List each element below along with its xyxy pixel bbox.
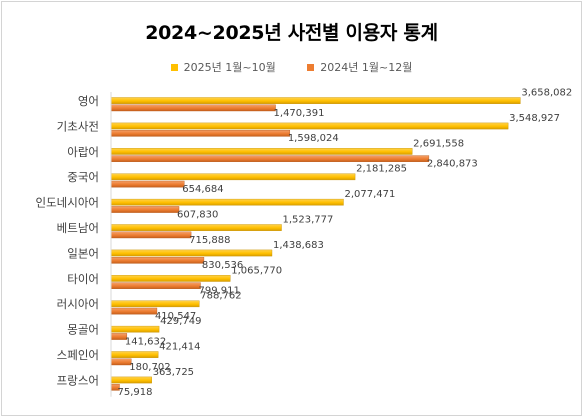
- category-label: 러시아어: [57, 297, 99, 311]
- category-label: 몽골어: [67, 323, 99, 337]
- bar-2025: [110, 376, 152, 384]
- data-label-2025: 2,077,471: [344, 189, 395, 200]
- data-label-2024: 1,598,024: [288, 133, 339, 144]
- legend-label-2025: 2025년 1월~10월: [183, 61, 276, 74]
- data-label-2025: 363,725: [153, 367, 194, 378]
- plot-area: 영어 3,658,082 1,470,391 기초사전 3,548,927 1,598,0…: [36, 88, 573, 399]
- category-label: 일본어: [67, 246, 99, 260]
- bar-2025: [110, 224, 282, 231]
- bar-2024: [110, 257, 205, 264]
- data-label-2024: 141,632: [125, 336, 166, 347]
- category-label: 스페인어: [57, 348, 99, 362]
- bar-2025: [110, 173, 356, 181]
- legend-swatch-2024: [307, 63, 315, 71]
- category-label: 베트남어: [57, 221, 99, 235]
- bar-2025: [110, 198, 344, 206]
- category-label: 기초사전: [57, 119, 99, 133]
- bar-2024: [110, 104, 276, 112]
- bar-2025: [110, 148, 413, 155]
- category-label: 타이어: [67, 272, 99, 286]
- bar-2024: [110, 282, 201, 290]
- data-label-2024: 180,702: [129, 362, 170, 373]
- bar-2025: [110, 351, 159, 358]
- data-label-2024: 607,830: [177, 209, 218, 220]
- data-label-2025: 2,691,558: [413, 138, 464, 149]
- legend-item-2024: 2024년 1월~12월: [307, 59, 412, 75]
- data-label-2025: 1,438,683: [273, 240, 324, 251]
- bar-2024: [110, 206, 180, 213]
- bar-2025: [110, 300, 200, 308]
- bar-2024: [110, 155, 430, 163]
- data-label-2024: 715,888: [189, 235, 230, 246]
- bar-2024: [110, 180, 185, 188]
- data-label-2025: 1,065,770: [231, 265, 282, 276]
- bar-2025: [110, 325, 160, 333]
- bar-2025: [110, 122, 509, 130]
- bar-2024: [110, 358, 132, 366]
- category-label: 인도네시아어: [36, 196, 99, 210]
- data-label-2024: 830,536: [202, 260, 243, 271]
- data-label-2025: 3,548,927: [509, 113, 560, 124]
- data-label-2025: 2,181,285: [356, 164, 407, 175]
- chart-legend: 2025년 1월~10월 2024년 1월~12월: [0, 59, 583, 75]
- data-label-2024: 2,840,873: [427, 159, 478, 170]
- data-label-2024: 410,547: [155, 311, 196, 322]
- data-label-2025: 3,658,082: [521, 88, 572, 99]
- data-label-2025: 788,762: [200, 291, 241, 302]
- bar-2025: [110, 97, 521, 104]
- chart-title: 2024~2025년 사전별 이용자 통계: [145, 22, 438, 44]
- legend-label-2024: 2024년 1월~12월: [320, 61, 413, 74]
- category-label: 영어: [78, 94, 99, 108]
- bar-2024: [110, 307, 158, 315]
- data-label-2025: 1,523,777: [283, 215, 334, 226]
- data-label-2024: 799,911: [199, 286, 240, 297]
- category-label: 중국어: [67, 170, 99, 184]
- legend-swatch-2025: [170, 63, 178, 71]
- bar-2025: [110, 275, 231, 282]
- data-label-2024: 654,684: [182, 184, 223, 195]
- bar-2024: [110, 231, 192, 239]
- data-label-2025: 421,414: [159, 342, 200, 353]
- bar-2025: [110, 249, 273, 257]
- category-label: 프랑스어: [57, 373, 99, 387]
- data-label-2025: 429,749: [160, 316, 201, 327]
- data-label-2024: 1,470,391: [274, 108, 325, 119]
- bar-2024: [110, 129, 291, 137]
- legend-item-2025: 2025년 1월~10월: [170, 59, 276, 75]
- data-label-2024: 75,918: [117, 387, 152, 398]
- category-label: 아랍어: [67, 145, 99, 159]
